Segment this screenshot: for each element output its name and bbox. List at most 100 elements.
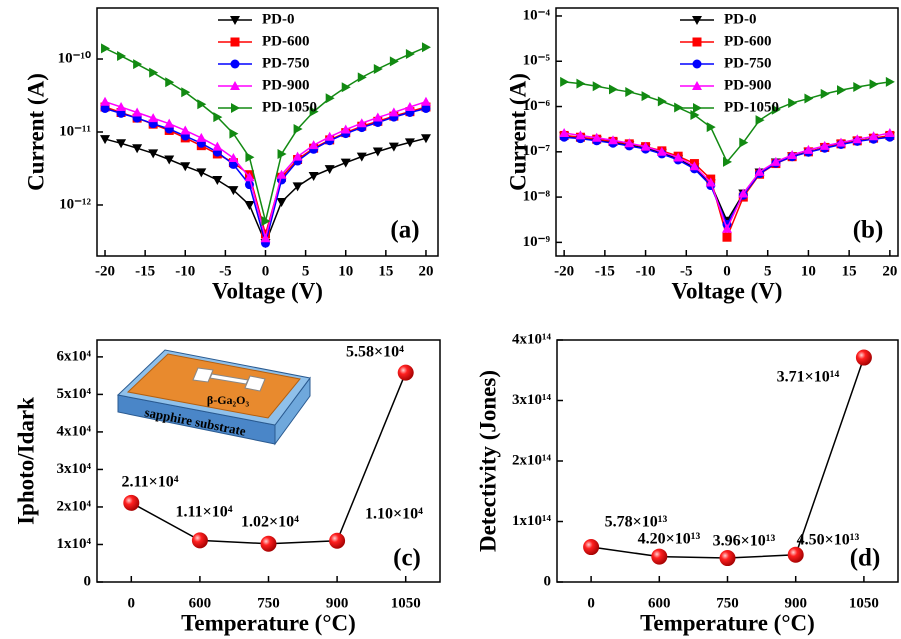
inset-device: β-Ga₂O₃ sapphire substrate [118,350,310,444]
y-tick-label: 5x10⁴ [57,386,92,402]
legend-label: PD-750 [262,55,310,71]
x-tick-label: -5 [219,263,232,279]
y-tick-label: 0 [84,573,92,589]
marker [651,549,667,565]
marker [341,159,351,168]
marker [642,91,651,101]
series-line [564,82,890,162]
x-tick-label: 10 [338,263,353,279]
value-label: 5.58×10⁴ [346,344,404,361]
panel-label: (c) [393,545,421,572]
marker [357,153,367,162]
marker [788,98,797,108]
x-tick-label: -15 [595,263,615,279]
x-tick-label: 0 [723,263,731,279]
x-axis-label: Voltage (V) [212,278,323,303]
value-label: 1.11×10⁴ [175,504,232,521]
marker [100,97,110,106]
y-tick-label: 1x10⁴ [57,536,92,552]
marker [101,43,110,53]
y-tick-label: 6x10⁴ [57,348,92,364]
marker [821,89,830,99]
x-tick-label: -15 [135,263,155,279]
value-label: 1.10×10⁴ [365,506,423,523]
x-tick-label: -10 [636,263,656,279]
marker [326,93,335,103]
marker [180,162,190,171]
marker [358,72,367,82]
x-tick-label: 1050 [849,595,879,611]
legend-label: PD-600 [262,33,310,49]
marker [165,77,174,87]
legend-label: PD-1050 [724,99,779,115]
x-tick-label: 600 [189,595,212,611]
x-tick-label: 15 [842,263,857,279]
x-axis-label: Temperature (°C) [181,610,356,635]
x-tick-label: 15 [378,263,393,279]
film-label: β-Ga₂O₃ [207,393,250,407]
y-tick-label: 10⁻⁹ [523,234,551,250]
x-tick-label: 900 [784,595,807,611]
marker [278,149,287,159]
marker [693,38,702,47]
legend-label: PD-0 [724,11,757,27]
marker [164,155,174,164]
x-tick-label: 1050 [391,595,421,611]
marker [196,168,206,177]
y-tick-label: 10⁻⁴ [523,7,551,23]
marker [693,103,702,113]
marker [723,233,732,242]
marker [374,64,383,74]
figure: β-Ga₂O₃ sapphire substrate 10⁻¹² 10⁻¹¹ 10⁻… [0,0,901,639]
marker [117,51,126,61]
marker [231,60,240,69]
x-tick-label: 20 [882,263,897,279]
marker [277,198,287,207]
marker [244,201,254,210]
value-label: 3.71×10¹⁴ [777,369,840,386]
y-tick-label: 10⁻¹¹ [59,123,91,139]
legend-label: PD-900 [262,77,310,93]
x-tick-label: 10 [801,263,816,279]
y-tick-label: 4x10¹⁴ [512,331,551,347]
marker [658,96,667,106]
marker [228,153,238,162]
value-label: 4.20×10¹³ [638,531,701,548]
legend-label: PD-0 [262,11,295,27]
x-tick-label: 0 [587,595,595,611]
y-tick-label: 1x10¹⁴ [512,513,551,529]
x-axis-label: Temperature (°C) [640,610,815,635]
x-tick-label: -10 [175,263,195,279]
panel-label: (d) [850,545,881,572]
x-tick-label: 0 [262,263,270,279]
x-tick-label: 5 [764,263,772,279]
value-label: 4.50×10¹³ [797,532,860,549]
marker [870,79,879,89]
marker [180,125,190,134]
y-axis-label: Iphoto/Idark [13,397,38,525]
x-tick-label: -20 [554,263,574,279]
marker [325,165,335,174]
x-tick-label: 750 [716,595,739,611]
panel-label: (b) [853,217,884,244]
y-tick-label: 10⁻⁵ [523,53,551,69]
marker [560,77,569,87]
marker [804,94,813,104]
y-tick-label: 10⁻¹² [59,196,91,212]
y-axis-label: Current (A) [505,73,530,191]
y-tick-label: 3x10⁴ [57,461,92,477]
marker [583,539,599,555]
marker [609,84,618,94]
x-tick-label: 600 [648,595,671,611]
marker [756,115,765,125]
marker [739,138,748,148]
x-tick-label: 5 [302,263,310,279]
y-tick-label: 10⁻¹⁰ [58,50,91,66]
legend-label: PD-600 [724,33,772,49]
y-axis-label: Current (A) [23,73,48,191]
marker [342,82,351,92]
marker [329,533,345,549]
marker [406,49,415,59]
marker [886,77,895,87]
y-tick-label: 2x10¹⁴ [512,452,551,468]
